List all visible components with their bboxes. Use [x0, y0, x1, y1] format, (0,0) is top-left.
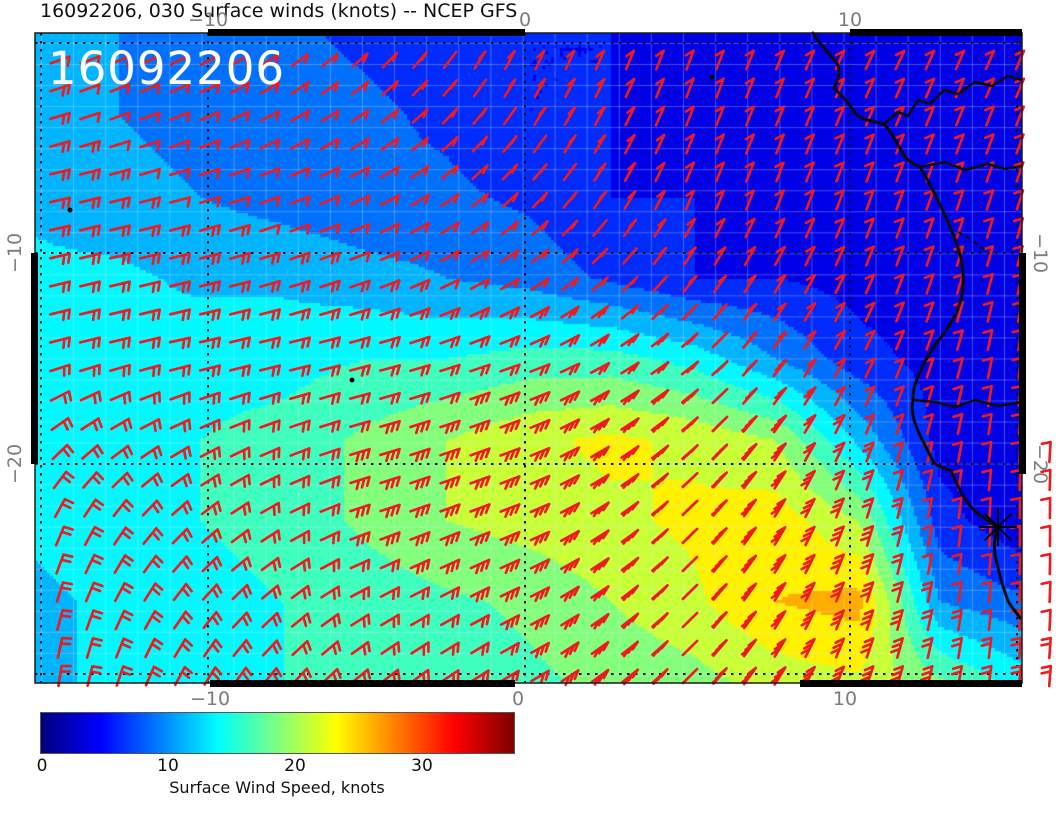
river-line [912, 398, 1023, 409]
wind-barbs [48, 49, 1053, 688]
plot-title: 16092206, 030 Surface winds (knots) -- N… [40, 0, 518, 22]
colorbar-tick: 30 [411, 756, 433, 776]
axis-tick: −10 [189, 688, 231, 710]
axis-tick: 10 [832, 688, 858, 710]
colorbar-tick: 10 [157, 756, 179, 776]
cycle-stamp-label: 16092206 [48, 42, 286, 95]
axis-tick: 0 [518, 9, 532, 31]
colorbar-caption: Surface Wind Speed, knots [169, 778, 385, 797]
star-marker [983, 512, 1013, 542]
colorbar-tick: 20 [284, 756, 306, 776]
axis-tick: −10 [4, 232, 26, 274]
frame-bar-left [31, 253, 38, 464]
frame-bar-bottom [800, 680, 1022, 687]
axis-tick: −20 [1029, 443, 1051, 485]
coastline-africa [811, 31, 1022, 620]
map-dot [709, 74, 715, 80]
frame-bar-top [850, 29, 1022, 36]
map-dot [349, 377, 355, 383]
axis-tick: −10 [187, 9, 229, 31]
axis-tick: −10 [1029, 232, 1051, 274]
map-dot [67, 207, 73, 213]
axis-tick: −20 [4, 443, 26, 485]
axis-tick: 10 [837, 9, 863, 31]
river-line [883, 74, 1023, 125]
axis-tick: 0 [511, 688, 525, 710]
river-dashed [957, 231, 986, 251]
wind-speed-field-canvas [35, 33, 1022, 683]
frame-bar-top [208, 29, 525, 36]
frame-bar-right [1019, 253, 1026, 474]
frame-bar-bottom [210, 680, 515, 687]
river-line [919, 160, 1023, 172]
colorbar-tick: 0 [36, 756, 48, 776]
colorbar [40, 712, 515, 754]
